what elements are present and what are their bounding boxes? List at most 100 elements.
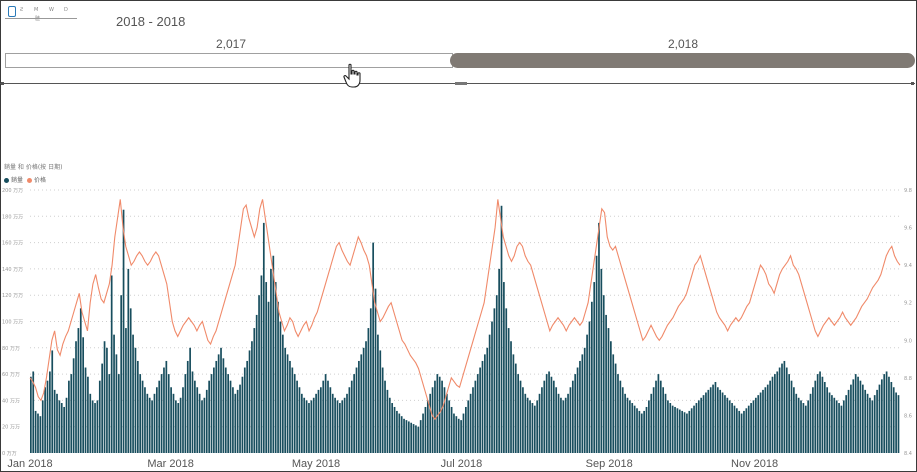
volume-bar bbox=[91, 400, 94, 453]
volume-bar bbox=[262, 222, 265, 454]
volume-bar bbox=[550, 376, 553, 453]
volume-bar bbox=[693, 405, 695, 453]
y-left-tick-label: 120 万万 bbox=[2, 293, 23, 299]
volume-bar bbox=[167, 374, 170, 453]
volume-bar bbox=[747, 405, 750, 453]
volume-bar bbox=[79, 308, 82, 453]
volume-bar bbox=[267, 301, 270, 453]
volume-bar bbox=[510, 341, 512, 453]
volume-bar bbox=[426, 400, 429, 453]
volume-bar bbox=[536, 400, 539, 453]
legend-item-volume[interactable]: 銷量 bbox=[4, 175, 23, 184]
combo-chart[interactable]: 0 万万 20 万万 40 万万 60 万万 80 万万 100 万万 120 万万 140 … bbox=[0, 185, 917, 472]
volume-bar bbox=[880, 379, 883, 453]
volume-bar bbox=[610, 341, 612, 453]
mini-label-4[interactable]: D bbox=[64, 7, 68, 13]
year-label-2018: 2,018 bbox=[667, 37, 699, 51]
volume-bar bbox=[602, 295, 605, 453]
x-tick-label: Jul 2018 bbox=[441, 458, 483, 470]
volume-bar bbox=[153, 393, 156, 453]
volume-bar bbox=[778, 367, 781, 453]
chart-legend: 銷量 价格 bbox=[4, 175, 46, 184]
volume-bar bbox=[115, 354, 118, 454]
volume-bar bbox=[339, 403, 341, 453]
volume-bar bbox=[588, 321, 591, 453]
volume-bar bbox=[847, 389, 850, 453]
volume-bar bbox=[63, 406, 65, 453]
mini-label-2[interactable]: M bbox=[34, 7, 39, 13]
volume-bar bbox=[629, 400, 631, 453]
volume-bar bbox=[165, 360, 168, 453]
volume-bar bbox=[586, 334, 588, 453]
volume-bar bbox=[514, 363, 517, 453]
volume-bar bbox=[377, 334, 379, 453]
volume-bar bbox=[358, 360, 360, 453]
volume-bar bbox=[543, 380, 546, 453]
volume-bar bbox=[308, 403, 310, 453]
volume-bar bbox=[752, 400, 755, 453]
volume-bar bbox=[146, 393, 149, 453]
volume-bar bbox=[612, 354, 615, 454]
volume-bar bbox=[346, 393, 348, 453]
x-tick-label: Nov 2018 bbox=[731, 458, 778, 470]
legend-item-price[interactable]: 价格 bbox=[27, 175, 46, 184]
volume-bar bbox=[681, 410, 684, 453]
volume-bar bbox=[258, 295, 260, 453]
volume-bar bbox=[208, 380, 210, 453]
volume-bar bbox=[455, 416, 458, 453]
volume-bar bbox=[253, 328, 256, 453]
volume-bar bbox=[809, 393, 812, 453]
scrollbar-left-end bbox=[1, 82, 4, 85]
y-left-tick-label: 40 万万 bbox=[2, 398, 20, 404]
volume-bar bbox=[859, 380, 862, 453]
y-right-tick-label: 9.8 bbox=[904, 188, 912, 194]
volume-bar bbox=[845, 395, 848, 453]
volume-bar bbox=[743, 410, 745, 453]
volume-bar bbox=[270, 268, 272, 453]
volume-bar bbox=[360, 354, 363, 454]
volume-bar bbox=[702, 395, 705, 453]
volume-bar bbox=[175, 400, 177, 453]
volume-bar bbox=[507, 328, 510, 453]
volume-bar bbox=[236, 389, 239, 453]
mini-label-3[interactable]: W bbox=[49, 7, 54, 13]
timeline-slicer-track[interactable] bbox=[5, 53, 915, 68]
volume-bar bbox=[759, 392, 762, 453]
volume-bar bbox=[569, 387, 572, 453]
volume-bar bbox=[695, 403, 698, 453]
volume-bar bbox=[857, 376, 859, 453]
volume-bar bbox=[163, 367, 165, 453]
volume-bar bbox=[229, 380, 232, 453]
volume-bar bbox=[574, 374, 577, 453]
volume-bar bbox=[379, 350, 382, 453]
volume-bar bbox=[590, 301, 593, 453]
volume-bar bbox=[728, 400, 731, 453]
volume-bar bbox=[51, 350, 54, 453]
volume-bar bbox=[769, 380, 771, 453]
phone-icon[interactable] bbox=[8, 6, 16, 17]
volume-bar bbox=[203, 397, 206, 453]
chart-title: 銷量 和 价格(按 日期) bbox=[4, 164, 63, 171]
volume-bar bbox=[365, 341, 367, 453]
volume-bar bbox=[790, 380, 793, 453]
volume-bar bbox=[434, 380, 436, 453]
legend-volume-label: 銷量 bbox=[11, 177, 24, 184]
volume-bar bbox=[419, 420, 422, 454]
volume-bar bbox=[108, 374, 111, 453]
timeline-cell-2017[interactable] bbox=[5, 53, 453, 68]
volume-bar bbox=[557, 393, 560, 453]
volume-bar bbox=[771, 376, 774, 453]
volume-bar bbox=[529, 400, 531, 453]
scrollbar-thumb[interactable] bbox=[455, 82, 467, 85]
volume-bar bbox=[465, 406, 467, 453]
volume-bar bbox=[246, 360, 249, 453]
mini-label-1[interactable]: Ƨ bbox=[20, 7, 24, 13]
volume-bar bbox=[835, 400, 838, 453]
volume-bar bbox=[552, 380, 555, 453]
volume-bar bbox=[581, 354, 584, 454]
timeline-cell-2018[interactable] bbox=[450, 53, 915, 68]
volume-bar bbox=[892, 387, 895, 453]
volume-bar bbox=[72, 358, 75, 453]
visual-mini-toolbar[interactable]: Ƨ M W D 䐍 bbox=[5, 6, 80, 22]
volume-bar bbox=[417, 426, 420, 453]
